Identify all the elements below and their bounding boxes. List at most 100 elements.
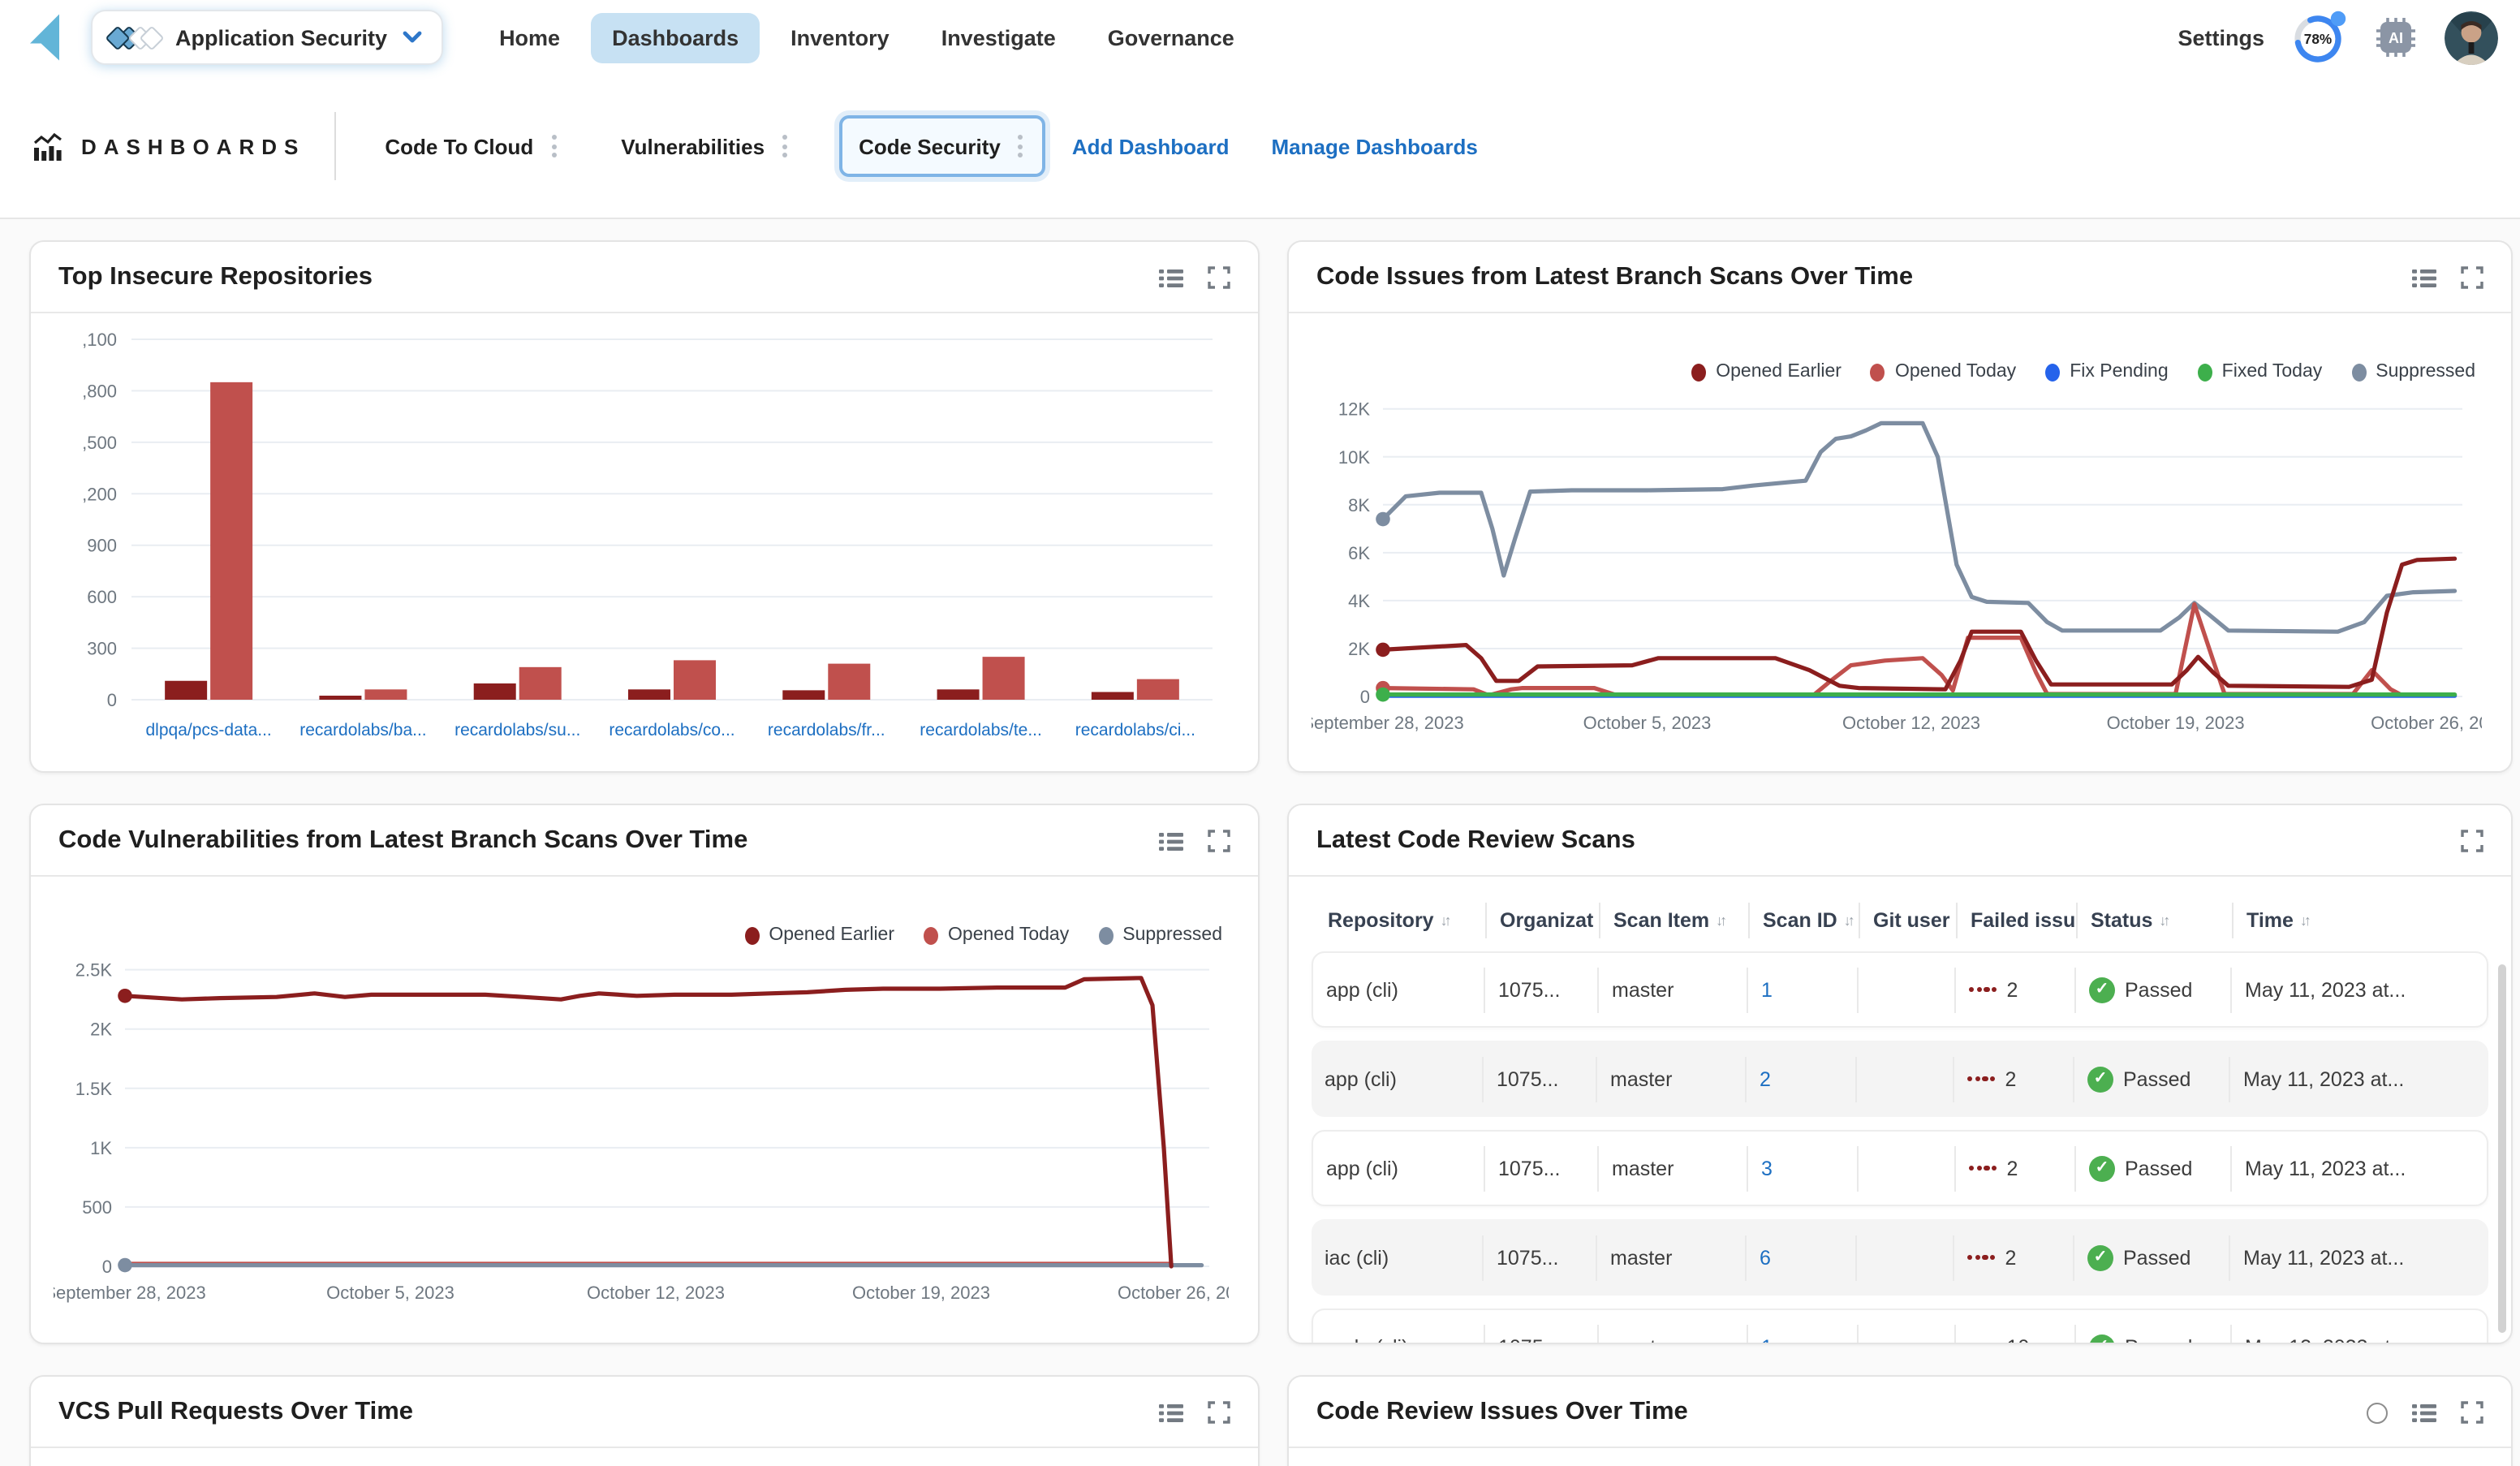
kebab-menu-icon[interactable] [548,132,559,161]
expand-icon[interactable] [1208,266,1230,289]
table-row[interactable]: app (cli)1075...master22✓PassedMay 11, 2… [1312,1041,2488,1117]
svg-text:October 26, 2023: October 26, 2023 [2371,713,2482,733]
expand-icon[interactable] [2461,830,2483,852]
legend-item[interactable]: Opened Earlier [1691,362,1842,382]
legend-item[interactable]: Opened Today [1871,362,2016,382]
col-header-organizat[interactable]: Organizat [1487,903,1600,938]
expand-icon[interactable] [1208,1401,1230,1424]
nav-item-home[interactable]: Home [478,12,581,63]
sort-icon[interactable]: ↓↑ [1441,912,1449,929]
nav-item-inventory[interactable]: Inventory [769,12,911,63]
settings-link[interactable]: Settings [2178,25,2264,50]
cell-organization: 1075... [1484,1235,1597,1280]
col-header-repository[interactable]: Repository↓↑ [1315,903,1487,938]
nav-item-dashboards[interactable]: Dashboards [591,12,760,63]
scan-id-link[interactable]: 3 [1761,1157,1773,1179]
app-logo-icon[interactable] [23,8,75,67]
legend-item[interactable]: Opened Earlier [744,925,894,945]
nav-item-governance[interactable]: Governance [1087,12,1256,63]
scan-id-link[interactable]: 2 [1760,1067,1771,1090]
expand-icon[interactable] [2461,266,2483,289]
svg-text:1.5K: 1.5K [75,1079,113,1099]
usage-ring[interactable]: 78% [2292,10,2347,65]
sort-icon[interactable]: ↓↑ [1716,912,1724,929]
module-switcher[interactable]: Application Security [91,10,442,65]
module-diamonds-icon [109,28,161,46]
sort-icon[interactable]: ↓↑ [2159,912,2167,929]
col-header-git-user[interactable]: Git user↓↑ [1860,903,1958,938]
bar-category-link[interactable]: recardolabs/fr... [768,721,885,739]
sort-icon[interactable]: ↓↑ [1844,912,1852,929]
cell-scan-id[interactable]: 1 [1748,1324,1859,1343]
module-name: Application Security [175,25,387,50]
svg-text:10K: 10K [1338,447,1370,468]
col-header-status[interactable]: Status↓↑ [2078,903,2234,938]
cell-repository: app (cli) [1313,1145,1485,1191]
legend-item[interactable]: Fixed Today [2198,362,2323,382]
cell-scan-id[interactable]: 1 [1748,967,1859,1012]
bar-category-link[interactable]: recardolabs/ci... [1075,721,1195,739]
cell-scan-id[interactable]: 6 [1747,1235,1857,1280]
cell-scan-id[interactable]: 3 [1748,1145,1859,1191]
cell-scan-item: master [1597,1235,1747,1280]
table-row[interactable]: app (cli)1075...master12✓PassedMay 11, 2… [1312,951,2488,1028]
kebab-menu-icon[interactable] [1015,132,1027,161]
bar-chart-top-insecure: 0300600900,200,500,800,100dlpqa/pcs-data… [54,317,1229,758]
expand-icon[interactable] [2461,1401,2483,1424]
card-latest-code-review-scans: Latest Code Review Scans Repository↓↑Org… [1287,804,2513,1344]
expand-icon[interactable] [1208,830,1230,852]
cell-scan-item: master [1599,1145,1748,1191]
manage-dashboards-link[interactable]: Manage Dashboards [1272,134,1478,158]
dashboards-title: DASHBOARDS [32,132,305,160]
cell-time: May 11, 2023 at... [2230,1235,2432,1280]
cell-git-user [1859,1324,1956,1343]
col-header-scan-id[interactable]: Scan ID↓↑ [1750,903,1860,938]
user-avatar[interactable] [2445,11,2498,64]
table-row[interactable]: code (cli)1075...master110✓PassedMay 12,… [1312,1309,2488,1343]
bar-category-link[interactable]: recardolabs/te... [920,721,1042,739]
dashboard-tab-code-security[interactable]: Code Security [839,115,1046,177]
col-header-time[interactable]: Time↓↑ [2234,903,2435,938]
scan-id-link[interactable]: 6 [1760,1246,1771,1269]
legend-list-icon[interactable] [1159,267,1183,288]
line-chart-code-vulnerabilities: 05001K1.5K2K2.5KSeptember 28, 2023Octobe… [54,945,1229,1318]
col-header-failed-issu[interactable]: Failed issu [1958,903,2078,938]
kebab-menu-icon[interactable] [779,132,790,161]
sort-icon[interactable]: ↓↑ [2300,912,2308,929]
dashboard-tab-code-to-cloud[interactable]: Code To Cloud [372,117,572,175]
legend-label: Opened Earlier [1716,362,1842,382]
svg-text:October 12, 2023: October 12, 2023 [1842,713,1980,733]
legend-list-icon[interactable] [1159,830,1183,852]
bar-category-link[interactable]: recardolabs/ba... [299,721,426,739]
legend-item[interactable]: Suppressed [1098,925,1222,945]
legend-item[interactable]: Fix Pending [2045,362,2168,382]
dashboard-tab-vulnerabilities[interactable]: Vulnerabilities [608,117,803,175]
card-top-insecure-repositories: Top Insecure Repositories 0300600900,200… [29,240,1260,773]
table-row[interactable]: iac (cli)1075...master62✓PassedMay 11, 2… [1312,1219,2488,1296]
bar-category-link[interactable]: dlpqa/pcs-data... [146,721,272,739]
legend-list-icon[interactable] [1159,1402,1183,1423]
table-row[interactable]: app (cli)1075...master32✓PassedMay 11, 2… [1312,1130,2488,1206]
legend-list-icon[interactable] [2412,267,2436,288]
severity-dots-icon [1969,1166,1997,1171]
add-dashboard-link[interactable]: Add Dashboard [1072,134,1230,158]
divider [334,112,336,180]
nav-item-investigate[interactable]: Investigate [920,12,1077,63]
cell-scan-id[interactable]: 2 [1747,1056,1857,1102]
legend-item[interactable]: Opened Today [924,925,1069,945]
legend-label: Fix Pending [2070,362,2168,382]
scan-id-link[interactable]: 1 [1761,1335,1773,1343]
legend-item[interactable]: Suppressed [2351,362,2475,382]
col-header-scan-item[interactable]: Scan Item↓↑ [1600,903,1750,938]
legend-list-icon[interactable] [2412,1402,2436,1423]
scan-id-link[interactable]: 1 [1761,978,1773,1001]
chevron-down-icon [402,31,421,44]
ai-chip-icon[interactable]: AI [2375,16,2417,58]
bar-category-link[interactable]: recardolabs/co... [609,721,734,739]
vertical-scrollbar[interactable] [2498,964,2506,1333]
tab-label: Vulnerabilities [621,134,765,158]
bar-category-link[interactable]: recardolabs/su... [454,721,580,739]
dashboard-grid: Top Insecure Repositories 0300600900,200… [0,219,2520,1466]
cell-failed-issues: 10 [1956,1324,2076,1343]
cell-git-user [1859,967,1956,1012]
